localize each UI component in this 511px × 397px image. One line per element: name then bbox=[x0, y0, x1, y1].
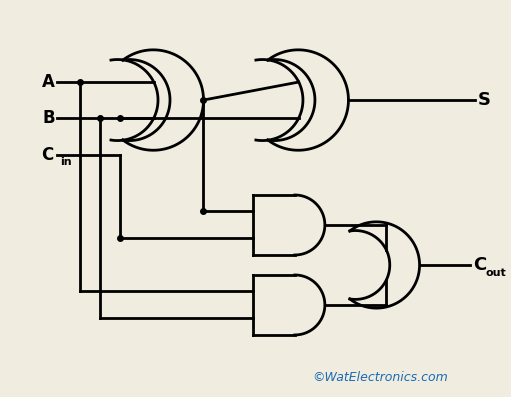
Text: B: B bbox=[42, 109, 55, 127]
Text: in: in bbox=[60, 157, 72, 167]
Text: C: C bbox=[473, 256, 486, 274]
Text: A: A bbox=[42, 73, 55, 91]
Text: out: out bbox=[486, 268, 506, 278]
Text: C: C bbox=[41, 146, 53, 164]
Text: ©WatElectronics.com: ©WatElectronics.com bbox=[312, 372, 448, 384]
Text: S: S bbox=[478, 91, 491, 109]
